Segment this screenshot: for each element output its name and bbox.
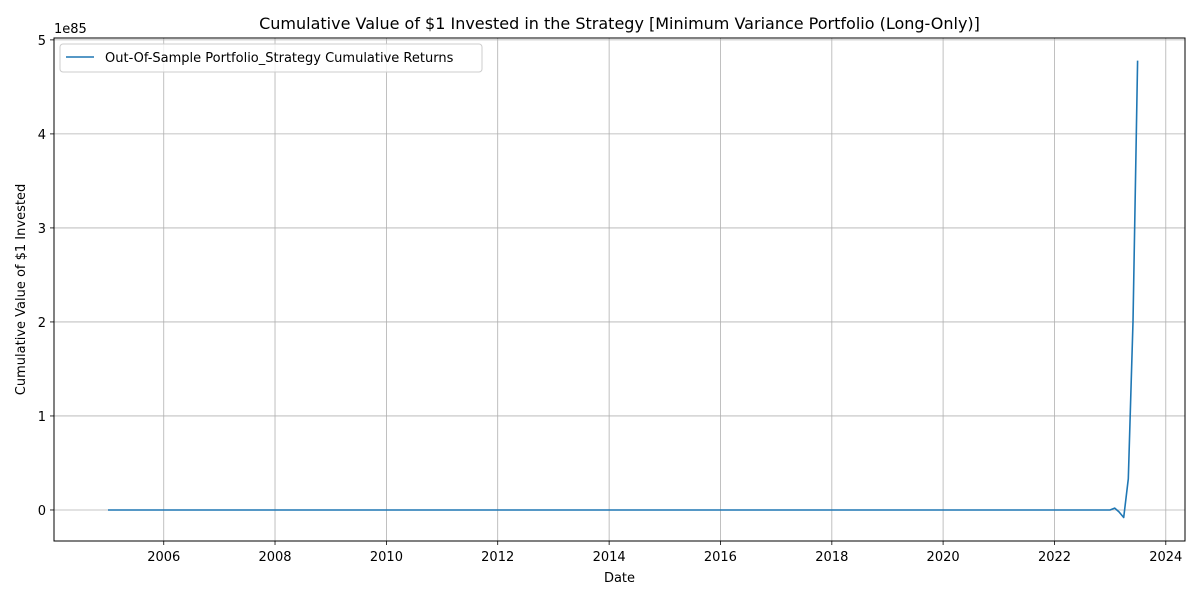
x-tick-label: 2014 bbox=[593, 550, 626, 565]
y-tick-label: 5 bbox=[38, 34, 46, 49]
y-tick-label: 0 bbox=[38, 504, 46, 519]
x-axis: 2006 2008 2010 2012 2014 2016 2018 2020 2022 2024 bbox=[147, 541, 1182, 565]
series-group bbox=[108, 60, 1139, 519]
x-tick-label: 2020 bbox=[927, 550, 960, 565]
x-tick-label: 2008 bbox=[258, 550, 291, 565]
x-tick-label: 2006 bbox=[147, 550, 180, 565]
y-tick-label: 4 bbox=[38, 128, 46, 143]
x-tick-label: 2024 bbox=[1149, 550, 1182, 565]
y-tick-label: 1 bbox=[38, 410, 46, 425]
y-offset-label: 1e85 bbox=[54, 22, 87, 37]
x-tick-label: 2016 bbox=[704, 550, 737, 565]
x-tick-label: 2022 bbox=[1038, 550, 1071, 565]
x-tick-label: 2012 bbox=[481, 550, 514, 565]
legend-box bbox=[59, 43, 483, 73]
series-line bbox=[108, 60, 1139, 519]
x-tick-label: 2010 bbox=[370, 550, 403, 565]
y-axis: 0 1 2 3 4 5 bbox=[38, 34, 54, 519]
legend-label: Out-Of-Sample Portfolio_Strategy Cumulat… bbox=[105, 51, 454, 66]
x-axis-title: Date bbox=[604, 571, 635, 586]
x-tick-label: 2018 bbox=[815, 550, 848, 565]
chart-title: Cumulative Value of $1 Invested in the S… bbox=[259, 14, 980, 33]
legend: Out-Of-Sample Portfolio_Strategy Cumulat… bbox=[59, 43, 483, 73]
plot-frame bbox=[53, 37, 1186, 542]
y-axis-title: Cumulative Value of $1 Invested bbox=[14, 184, 29, 395]
y-tick-label: 2 bbox=[38, 316, 46, 331]
y-tick-label: 3 bbox=[38, 222, 46, 237]
